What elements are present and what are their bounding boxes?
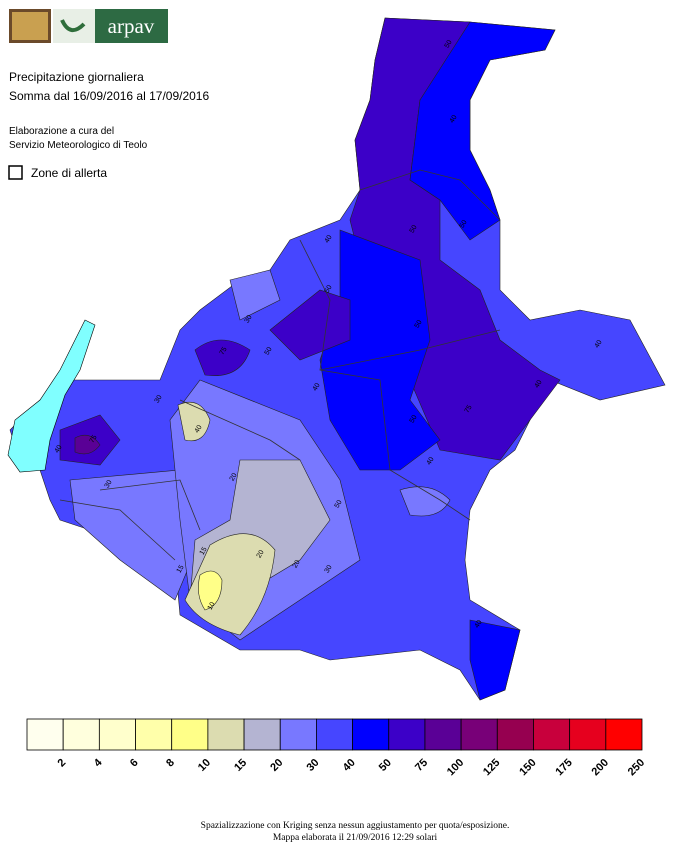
contour-labels: 50 40 50 50 40 30 75 50 50 40 50 75 50 40 50 40 15 20 20 10…: [54, 39, 604, 629]
legend-tick-label: 200: [590, 757, 611, 778]
contour-label: 30: [244, 314, 254, 324]
contour-label: 50: [459, 219, 469, 229]
legend-swatch: [424, 718, 462, 751]
legend-tick-label: 6: [128, 757, 141, 770]
legend-tick-label: 100: [445, 757, 466, 778]
contour-label: 50: [324, 284, 334, 294]
legend-swatch: [352, 718, 390, 751]
legend-tick-label: 250: [626, 757, 647, 778]
legend-tick-label: 8: [164, 757, 177, 770]
contour-label: 75: [89, 434, 99, 444]
legend-swatch: [98, 718, 136, 751]
logo: arpav: [9, 9, 168, 43]
legend-tick-label: 4: [92, 756, 105, 769]
legend-tick-label: 50: [377, 757, 394, 774]
legend-tick-label: 150: [517, 757, 538, 778]
legend-swatch: [605, 718, 643, 751]
title: Precipitazione giornaliera: [9, 70, 144, 84]
contour-label: 75: [219, 346, 229, 356]
legend-tick-label: 30: [304, 757, 321, 774]
legend-swatch: [569, 718, 607, 751]
contour-label: 30: [154, 394, 164, 404]
legend-swatch: [62, 718, 100, 751]
legend-swatch: [171, 718, 209, 751]
contour-label: 50: [264, 346, 274, 356]
legend-swatch: [207, 718, 245, 751]
legend-tick-label: 10: [196, 757, 213, 774]
legend-swatch: [243, 718, 281, 751]
contour-label: 40: [194, 424, 204, 434]
contour-label: 10: [207, 601, 217, 611]
contour-label: 50: [409, 224, 419, 234]
contour-label: 75: [464, 404, 474, 414]
legend-tick-label: 75: [413, 757, 430, 774]
toggle-checkbox[interactable]: [8, 165, 23, 180]
legend-swatch: [279, 718, 317, 751]
footer-note: Spazializzazione con Kriging senza nessu…: [201, 821, 510, 831]
contour-label: 40: [534, 379, 544, 389]
legend: 2 4 6 8 10 15 20 30 40 50 75 100 125 150 175 200 250: [26, 718, 647, 778]
contour-label: 40: [324, 234, 334, 244]
legend-tick-label: 125: [481, 757, 502, 778]
contour-label: 30: [324, 564, 334, 574]
contour-label: 30: [104, 479, 114, 489]
contour-label: 50: [334, 499, 344, 509]
contour-label: 50: [444, 39, 454, 49]
contour-label: 40: [474, 619, 484, 629]
legend-swatch: [460, 718, 498, 751]
contour-label: 15: [176, 564, 186, 574]
legend-swatch: [135, 718, 173, 751]
legend-tick-label: 175: [553, 757, 574, 778]
contour-label: 15: [199, 546, 209, 556]
contour-label: 20: [256, 549, 266, 559]
contour-label: 50: [409, 414, 419, 424]
footer-note: Mappa elaborata il 21/09/2016 12:29 sola…: [273, 833, 438, 843]
subtitle: Somma dal 16/09/2016 al 17/09/2016: [9, 89, 209, 103]
map: [7, 17, 666, 701]
legend-tick-label: 20: [268, 757, 285, 774]
credit: Elaborazione a cura del: [9, 126, 114, 137]
contour-label: 20: [229, 472, 239, 482]
contour-label: 40: [426, 456, 436, 466]
legend-tick-label: 40: [341, 757, 358, 774]
toggle-label[interactable]: Zone di allerta: [31, 166, 107, 180]
contour-label: 40: [594, 339, 604, 349]
contour-label: 40: [449, 114, 459, 124]
legend-swatch: [533, 718, 571, 751]
legend-tick-label: 2: [56, 757, 69, 770]
contour-label: 40: [312, 382, 322, 392]
legend-swatch: [388, 718, 426, 751]
legend-swatch: [496, 718, 534, 751]
contour-label: 50: [414, 319, 424, 329]
contour-label: 20: [292, 559, 302, 569]
legend-swatch: [26, 718, 64, 751]
contour-label: 40: [54, 444, 64, 454]
credit: Servizio Meteorologico di Teolo: [9, 140, 148, 151]
legend-swatch: [316, 718, 353, 751]
logo-text: arpav: [108, 14, 155, 38]
legend-tick-label: 15: [232, 757, 249, 774]
